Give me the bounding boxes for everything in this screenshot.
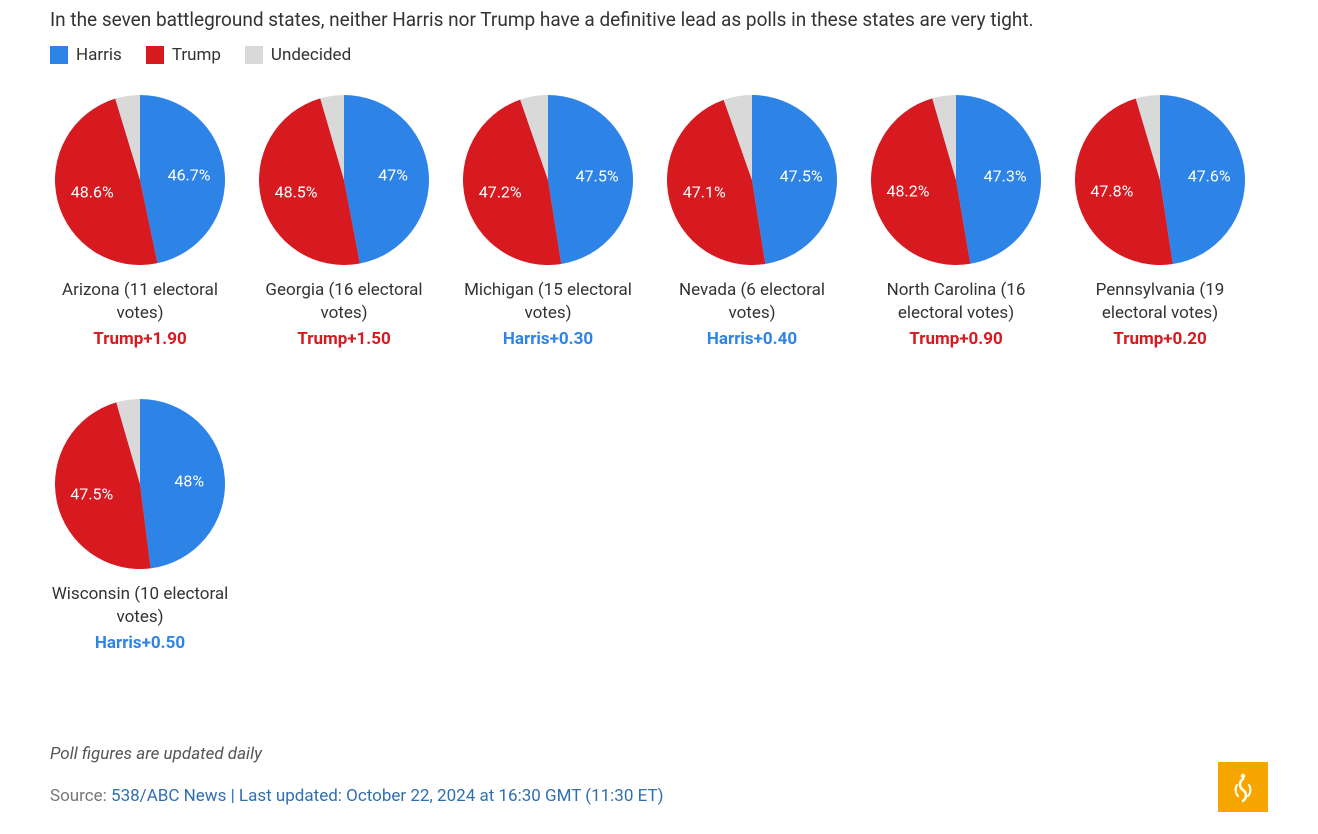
footer-source: Source: 538/ABC News | Last updated: Oct… (50, 786, 1268, 806)
pie-label-harris: 47.5% (780, 167, 823, 186)
state-card: 46.7% 48.6% Arizona (11 electoral votes) Tr… (50, 95, 230, 349)
pie-chart: 47% 48.5% (259, 95, 429, 265)
legend-swatch (146, 46, 164, 64)
state-lead: Harris+0.30 (503, 329, 593, 349)
state-name: Wisconsin (10 electoral votes) (50, 583, 230, 629)
aljazeera-logo-icon (1227, 771, 1259, 803)
pie-label-harris: 47.3% (984, 166, 1027, 185)
state-card: 47.5% 47.1% Nevada (6 electoral votes) Harr… (662, 95, 842, 349)
state-card: 48% 47.5% Wisconsin (10 electoral votes) Ha… (50, 399, 230, 653)
pie-chart: 47.3% 48.2% (871, 95, 1041, 265)
state-name: Pennsylvania (19 electoral votes) (1070, 279, 1250, 325)
source-link[interactable]: 538/ABC News | Last updated: October 22,… (111, 786, 664, 806)
aljazeera-logo (1218, 762, 1268, 812)
legend-item: Undecided (245, 45, 351, 65)
pie-label-harris: 47.5% (576, 167, 619, 186)
pie-chart: 47.5% 47.2% (463, 95, 633, 265)
pie-chart: 48% 47.5% (55, 399, 225, 569)
state-card: 47.3% 48.2% North Carolina (16 electoral v… (866, 95, 1046, 349)
state-lead: Trump+0.90 (909, 329, 1002, 349)
pie-label-harris: 46.7% (168, 165, 211, 184)
pie-label-trump: 48.2% (886, 182, 929, 201)
state-name: Nevada (6 electoral votes) (662, 279, 842, 325)
state-name: Arizona (11 electoral votes) (50, 279, 230, 325)
source-label: Source: (50, 786, 111, 806)
pie-label-trump: 48.5% (275, 182, 318, 201)
state-card: 47.5% 47.2% Michigan (15 electoral votes) H… (458, 95, 638, 349)
pie-label-trump: 47.5% (70, 484, 113, 503)
state-card: 47.6% 47.8% Pennsylvania (19 electoral vot… (1070, 95, 1250, 349)
state-lead: Trump+0.20 (1113, 329, 1206, 349)
pie-label-trump: 48.6% (71, 183, 114, 202)
pie-label-harris: 47% (378, 166, 408, 185)
footer-note: Poll figures are updated daily (50, 744, 1268, 764)
state-lead: Trump+1.90 (93, 329, 186, 349)
legend-swatch (245, 46, 263, 64)
pie-chart: 47.5% 47.1% (667, 95, 837, 265)
legend: Harris Trump Undecided (50, 45, 1268, 65)
pie-chart: 46.7% 48.6% (55, 95, 225, 265)
legend-label: Harris (76, 45, 122, 65)
pie-label-trump: 47.8% (1090, 181, 1133, 200)
pie-label-trump: 47.1% (683, 183, 726, 202)
legend-label: Undecided (271, 45, 351, 65)
pie-chart: 47.6% 47.8% (1075, 95, 1245, 265)
state-name: Georgia (16 electoral votes) (254, 279, 434, 325)
footer: Poll figures are updated daily Source: 5… (50, 744, 1268, 806)
legend-label: Trump (172, 45, 221, 65)
pie-label-harris: 48% (174, 471, 204, 490)
pie-label-trump: 47.2% (479, 182, 522, 201)
state-lead: Harris+0.40 (707, 329, 797, 349)
pie-label-harris: 47.6% (1188, 167, 1231, 186)
legend-swatch (50, 46, 68, 64)
legend-item: Harris (50, 45, 122, 65)
legend-item: Trump (146, 45, 221, 65)
state-lead: Harris+0.50 (95, 633, 185, 653)
state-card: 47% 48.5% Georgia (16 electoral votes) Trum… (254, 95, 434, 349)
state-name: North Carolina (16 electoral votes) (866, 279, 1046, 325)
state-lead: Trump+1.50 (297, 329, 390, 349)
state-name: Michigan (15 electoral votes) (458, 279, 638, 325)
chart-title: In the seven battleground states, neithe… (50, 8, 1268, 31)
pie-grid: 46.7% 48.6% Arizona (11 electoral votes) Tr… (50, 95, 1268, 653)
